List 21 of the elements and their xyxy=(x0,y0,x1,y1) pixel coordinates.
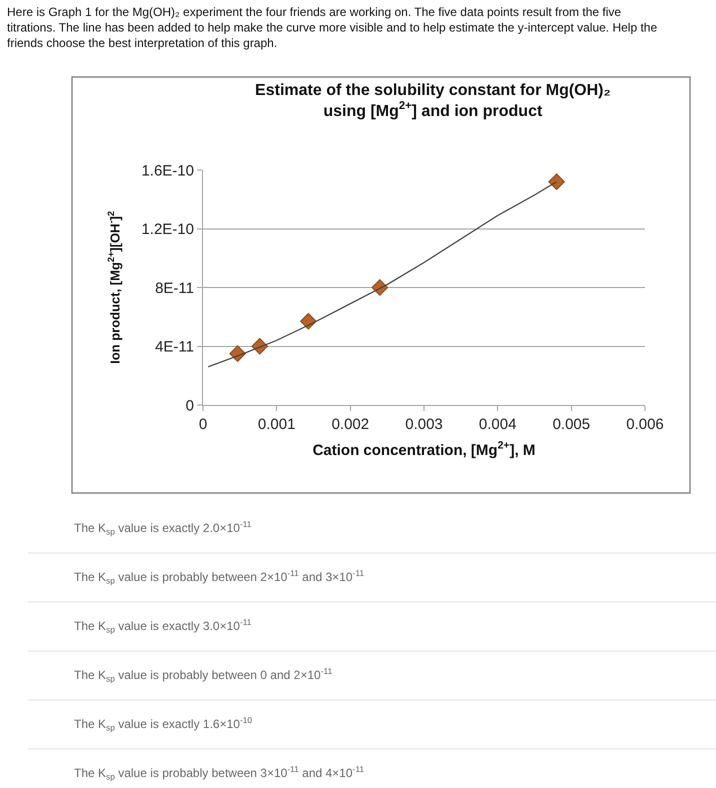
y-tick-label: 4E-11 xyxy=(155,338,194,356)
y-tick-label: 0 xyxy=(186,397,194,414)
text: The K$_{sp}$ value is probably between 3×10$^{-11}$ and 4×10$^{-11}$ xyxy=(74,764,364,782)
text: The K$_{sp}$ value is exactly 1.6×10$^{-10}$ xyxy=(74,715,252,733)
text: The K$_{sp}$ value is probably between 2×10$^{-11}$ and 3×10$^{-11}$ xyxy=(74,568,364,586)
x-tick-label: 0.001 xyxy=(258,416,296,433)
x-tick-label: 0.006 xyxy=(626,416,664,433)
x-tick-label: 0.005 xyxy=(552,416,590,433)
y-tick-label: 1.2E-10 xyxy=(141,221,194,238)
x-tick-label: 0.003 xyxy=(405,416,443,433)
x-tick-label: 0.002 xyxy=(332,416,370,433)
y-tick-label: 8E-11 xyxy=(155,280,194,297)
x-tick-label: 0.004 xyxy=(478,416,516,433)
x-axis-title: Cation concentration, [Mg$^{2+}$], M xyxy=(312,440,536,459)
text: The K$_{sp}$ value is probably between 0 and 2×10$^{-11}$ xyxy=(74,666,333,684)
text: The K$_{sp}$ value is exactly 3.0×10$^{-11}$ xyxy=(74,617,252,635)
chart-title: Estimate of the solubility constant for Mg(OH)₂ using [Mg$^{2+}$] and ion product xyxy=(255,82,611,120)
y-tick-label: 1.6E-10 xyxy=(141,162,194,180)
text: Here is Graph 1 for the Mg(OH)₂ experiment the four friends are working on. The five data points result from the five titrations. The line has been added to help make the curve more visible and to help estimate the y-intercept value. Help the friends choose the best interpretation of this graph. xyxy=(7,5,658,50)
x-tick-label: 0 xyxy=(198,416,208,433)
text: The K$_{sp}$ value is exactly 2.0×10$^{-11}$ xyxy=(74,519,252,537)
